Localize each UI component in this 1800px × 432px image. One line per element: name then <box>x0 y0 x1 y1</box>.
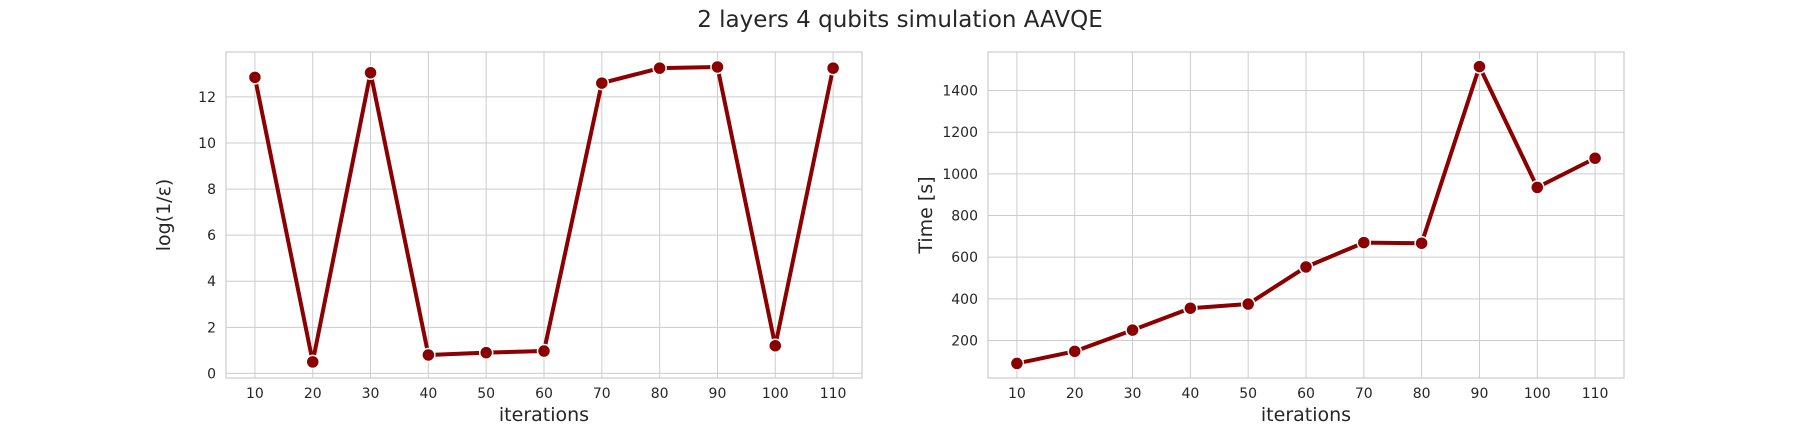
x-tick-label: 60 <box>1297 386 1315 402</box>
data-point <box>710 59 725 75</box>
x-tick-label: 20 <box>304 386 322 402</box>
y-tick-label: 12 <box>198 90 216 106</box>
y-axis-label: Time [s] <box>915 176 937 254</box>
y-tick-label: 400 <box>951 292 978 308</box>
x-tick-label: 40 <box>1181 386 1199 402</box>
x-tick-label: 90 <box>1471 386 1489 402</box>
y-tick-label: 8 <box>207 182 216 198</box>
y-tick-label: 6 <box>207 228 216 244</box>
data-point <box>305 354 320 370</box>
x-tick-label: 30 <box>362 386 380 402</box>
right-chart: 10 20 30 40 50 60 70 80 90 100 110 200 400 600 800 1000… <box>915 51 1625 426</box>
left-chart: 10 20 30 40 50 60 70 80 90 100 110 0 2 4 6 8 10 12 iterati… <box>153 51 863 426</box>
x-tick-label: 110 <box>820 386 847 402</box>
x-tick-label: 90 <box>709 386 727 402</box>
x-tick-label: 40 <box>419 386 437 402</box>
plot-frame <box>987 51 1625 379</box>
x-tick-label: 50 <box>1239 386 1257 402</box>
x-tick-label: 30 <box>1124 386 1142 402</box>
data-point <box>652 60 667 76</box>
data-point <box>1125 322 1140 338</box>
x-tick-label: 10 <box>246 386 264 402</box>
y-tick-label: 1200 <box>942 125 978 141</box>
data-point <box>421 347 436 363</box>
y-tick-label: 800 <box>951 209 978 225</box>
data-point <box>1587 150 1603 166</box>
x-axis-label: iterations <box>1261 404 1351 426</box>
x-tick-label: 10 <box>1008 386 1026 402</box>
data-point <box>1356 235 1372 250</box>
x-tick-label: 80 <box>1413 386 1431 402</box>
y-tick-label: 200 <box>951 334 978 350</box>
x-tick-label: 100 <box>762 386 789 402</box>
data-point <box>594 75 610 91</box>
y-axis-label: log(1/ε) <box>153 179 175 252</box>
plot-frame <box>225 51 863 379</box>
x-axis-label: iterations <box>499 404 589 426</box>
data-point <box>1183 300 1198 316</box>
x-tick-label: 70 <box>593 386 611 402</box>
data-point <box>1009 356 1025 371</box>
data-point <box>1067 344 1082 359</box>
x-tick-label: 100 <box>1524 386 1551 402</box>
y-tick-label: 1400 <box>942 84 978 100</box>
x-tick-label: 70 <box>1355 386 1373 402</box>
data-point <box>768 338 783 353</box>
data-point <box>1530 180 1545 195</box>
data-point <box>1298 259 1314 275</box>
x-tick-label: 20 <box>1066 386 1084 402</box>
data-point <box>825 60 841 76</box>
data-point <box>1240 296 1256 312</box>
x-tick-label: 110 <box>1582 386 1609 402</box>
y-tick-label: 0 <box>207 366 216 382</box>
x-tick-label: 50 <box>477 386 495 402</box>
data-point <box>1414 235 1429 251</box>
y-tick-label: 600 <box>951 250 978 266</box>
data-point <box>363 65 378 80</box>
data-point <box>1472 59 1487 74</box>
data-point <box>478 345 494 360</box>
y-tick-label: 1000 <box>942 167 978 183</box>
y-tick-label: 2 <box>207 320 216 336</box>
figure-title: 2 layers 4 qubits simulation AAVQE <box>697 7 1103 33</box>
y-tick-label: 10 <box>198 136 216 152</box>
x-tick-label: 60 <box>535 386 553 402</box>
data-point <box>536 343 552 359</box>
x-tick-label: 80 <box>651 386 669 402</box>
data-point <box>247 70 263 85</box>
y-tick-label: 4 <box>207 274 216 290</box>
